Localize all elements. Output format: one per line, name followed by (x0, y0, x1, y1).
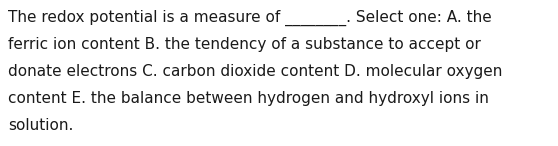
Text: solution.: solution. (8, 118, 74, 133)
Text: The redox potential is a measure of ________. Select one: A. the: The redox potential is a measure of ____… (8, 10, 492, 26)
Text: ferric ion content B. the tendency of a substance to accept or: ferric ion content B. the tendency of a … (8, 37, 481, 52)
Text: donate electrons C. carbon dioxide content D. molecular oxygen: donate electrons C. carbon dioxide conte… (8, 64, 503, 79)
Text: content E. the balance between hydrogen and hydroxyl ions in: content E. the balance between hydrogen … (8, 91, 489, 106)
